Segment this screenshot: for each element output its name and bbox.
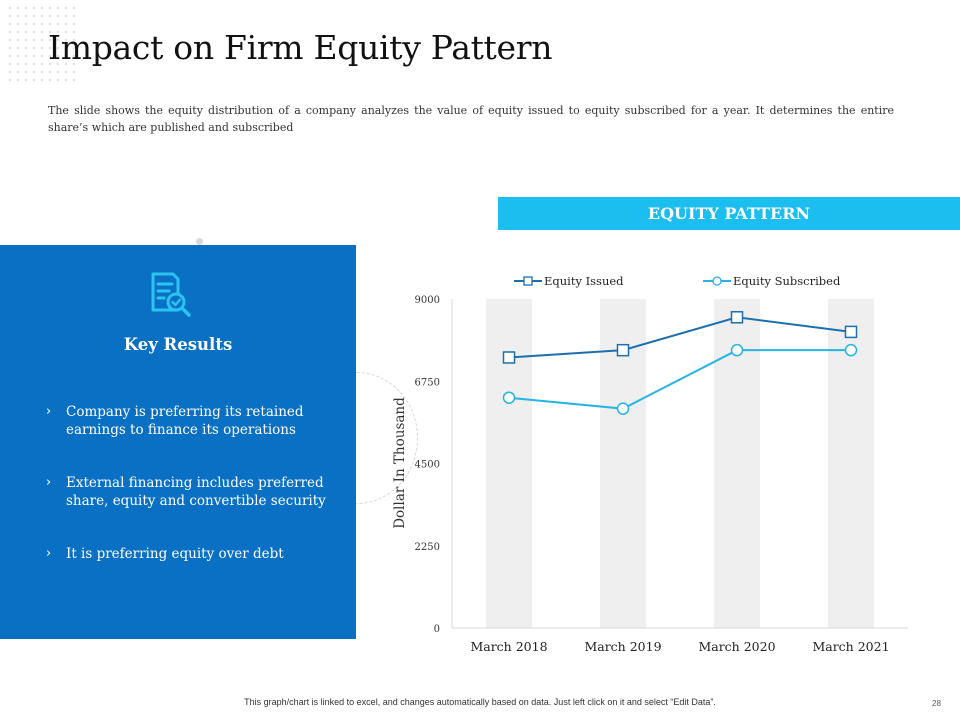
key-result-text: It is preferring equity over debt — [66, 546, 284, 562]
category-bands — [486, 299, 874, 628]
y-tick-label: 2250 — [415, 542, 440, 553]
footer-note: This graph/chart is linked to excel, and… — [244, 697, 716, 707]
legend-swatch-marker — [712, 276, 722, 286]
x-tick-label: March 2019 — [584, 639, 661, 654]
page-number: 28 — [932, 699, 941, 708]
bullet-chevron-icon: › — [46, 404, 52, 419]
data-point — [502, 351, 516, 364]
data-point — [730, 311, 744, 324]
equity-pattern-header: EQUITY PATTERN — [498, 197, 960, 230]
key-result-item: › External financing includes preferred … — [46, 474, 336, 510]
chart-legend: Equity Issued Equity Subscribed — [514, 274, 841, 288]
decorative-dot-grid — [6, 4, 76, 84]
y-axis-label: Dollar In Thousand — [392, 397, 408, 529]
legend-label: Equity Subscribed — [733, 274, 841, 288]
bullet-chevron-icon: › — [46, 546, 52, 561]
data-point — [616, 402, 630, 415]
key-result-item: › Company is preferring its retained ear… — [46, 403, 336, 439]
key-result-text: External financing includes preferred sh… — [66, 475, 326, 509]
x-tick-label: March 2018 — [470, 639, 547, 654]
data-point — [502, 391, 516, 404]
page-subtitle: The slide shows the equity distribution … — [48, 104, 894, 134]
series-line — [508, 349, 851, 410]
data-point — [844, 325, 858, 339]
series-lines — [508, 316, 852, 410]
x-tick-label: March 2020 — [698, 639, 775, 654]
data-point — [616, 343, 630, 357]
key-result-item: › It is preferring equity over debt — [46, 545, 336, 563]
document-search-icon — [151, 272, 191, 317]
page-title: Impact on Firm Equity Pattern — [48, 28, 553, 67]
x-tick-label: March 2021 — [812, 639, 889, 654]
decorative-dot — [196, 238, 203, 245]
y-tick-labels: 0 2250 4500 6750 9000 — [415, 295, 440, 635]
x-tick-labels: March 2018 March 2019 March 2020 March 2021 — [470, 639, 889, 654]
bullet-chevron-icon: › — [46, 475, 52, 490]
data-point — [844, 343, 858, 357]
y-tick-label: 4500 — [415, 460, 440, 471]
y-tick-label: 6750 — [415, 377, 440, 388]
series-line — [508, 316, 852, 359]
key-results-panel: Key Results › Company is preferring its … — [0, 245, 356, 639]
key-results-title: Key Results — [123, 335, 233, 354]
data-point — [730, 343, 744, 357]
equity-pattern-header-label: EQUITY PATTERN — [647, 204, 811, 223]
legend-label: Equity Issued — [544, 274, 624, 288]
legend-swatch-marker — [523, 276, 533, 286]
key-result-text: Company is preferring its retained earni… — [66, 404, 304, 438]
y-tick-label: 9000 — [415, 295, 440, 306]
y-tick-label: 0 — [434, 624, 440, 635]
key-results-list: › Company is preferring its retained ear… — [46, 403, 336, 563]
category-band — [486, 299, 532, 628]
series-markers — [502, 311, 858, 415]
